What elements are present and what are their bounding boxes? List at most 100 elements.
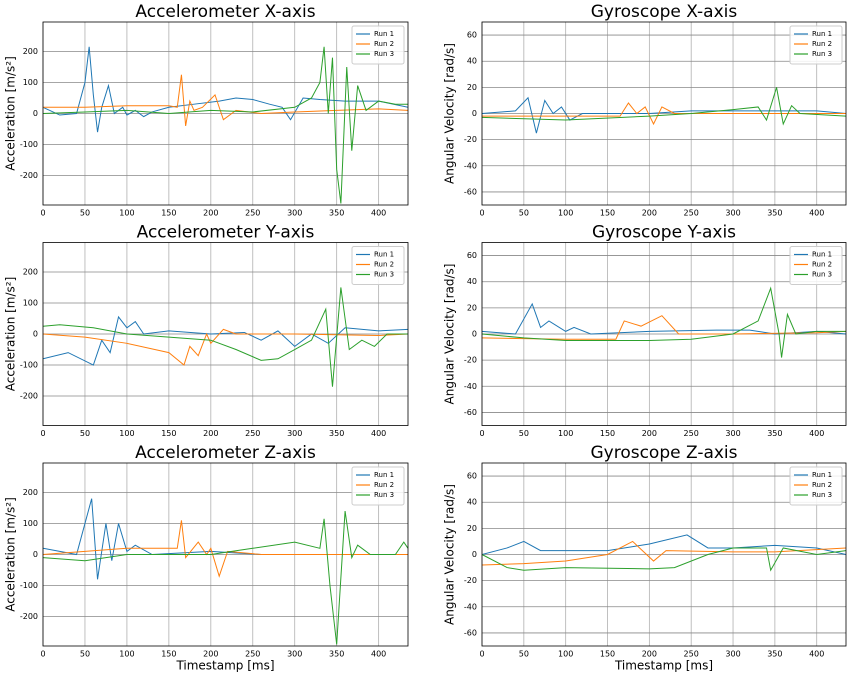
data-line [43,46,408,133]
y-tick-label: 0 [33,109,38,118]
x-tick-label: 400 [809,209,824,218]
x-tick-label: 400 [371,429,386,438]
subplot: 0 50 100 150 200 250 300 350 400 -60 -40 -20 0 20 40 60… [443,223,847,438]
y-tick-label: -60 [464,408,477,417]
y-tick-label: 100 [23,298,38,307]
chart-title: Gyroscope X-axis [591,2,738,22]
x-tick-label: 200 [203,209,218,218]
x-tick-label: 100 [119,650,134,659]
plot-frame [481,242,847,426]
y-tick-label: 40 [467,277,477,286]
legend-label: Run 3 [374,491,394,499]
legend-label: Run 2 [374,481,394,489]
x-tick-label: 200 [642,429,657,438]
x-axis-label: Timestamp [ms] [175,659,274,673]
data-line [482,547,846,572]
x-tick-label: 400 [809,429,824,438]
y-axis-label: Angular Velocity [rad/s] [443,264,457,405]
legend-label: Run 3 [812,50,832,58]
y-tick-label: -200 [20,392,38,401]
legend-label: Run 1 [812,251,832,259]
x-tick-label: 300 [287,650,302,659]
x-tick-label: 50 [80,650,90,659]
subplot: 0 50 100 150 200 250 300 350 400 -60 -40 -20 0 20 40 60… [443,2,847,218]
x-tick-label: 100 [558,429,573,438]
legend-label: Run 1 [374,30,394,38]
y-tick-label: 20 [467,83,477,92]
x-tick-label: 250 [245,429,260,438]
data-line [43,287,408,387]
y-tick-label: 60 [467,251,477,260]
legend-label: Run 1 [812,471,832,479]
x-tick-label: 100 [119,429,134,438]
x-tick-label: 350 [329,650,344,659]
x-tick-label: 300 [287,429,302,438]
x-tick-label: 0 [40,209,45,218]
x-tick-label: 200 [203,650,218,659]
x-tick-label: 250 [245,650,260,659]
y-tick-label: 60 [467,31,477,40]
chart-title: Accelerometer Z-axis [135,443,316,463]
x-tick-label: 0 [479,209,484,218]
chart-title: Gyroscope Z-axis [590,443,737,463]
data-line [43,46,408,204]
legend-label: Run 1 [374,251,394,259]
data-line [482,87,846,126]
plot-frame [42,462,409,647]
x-tick-label: 250 [245,209,260,218]
x-tick-label: 300 [725,429,740,438]
x-tick-label: 200 [642,209,657,218]
legend-label: Run 1 [812,30,832,38]
y-axis-label: Acceleration [m/s²] [4,497,18,612]
data-line [43,328,408,366]
y-tick-label: 100 [23,78,38,87]
data-line [43,315,408,366]
data-line [43,74,408,126]
y-axis-label: Angular Velocity [rad/s] [443,484,457,625]
x-tick-label: 300 [287,209,302,218]
data-line [43,520,408,578]
x-tick-label: 150 [161,209,176,218]
x-tick-label: 200 [642,650,657,659]
chart-title: Accelerometer X-axis [135,2,315,22]
x-tick-label: 150 [600,650,615,659]
x-tick-label: 0 [479,429,484,438]
x-tick-label: 50 [80,209,90,218]
subplot: 0 50 100 150 200 250 300 350 400 -60 -40 -20 0 20 40 60… [443,443,847,673]
legend-label: Run 3 [374,50,394,58]
y-tick-label: -20 [464,135,477,144]
y-tick-label: 0 [472,109,477,118]
x-tick-label: 300 [725,209,740,218]
y-axis-label: Acceleration [m/s²] [4,277,18,392]
legend-label: Run 2 [374,40,394,48]
legend-label: Run 3 [374,271,394,279]
legend-label: Run 3 [812,271,832,279]
x-tick-label: 50 [519,429,529,438]
x-tick-label: 50 [80,429,90,438]
data-line [482,540,846,566]
y-tick-label: 200 [23,267,38,276]
x-tick-label: 100 [119,209,134,218]
legend: Run 1 Run 2 Run 3 [789,246,843,285]
x-tick-label: 400 [809,650,824,659]
x-tick-label: 250 [684,209,699,218]
y-tick-label: -60 [464,628,477,637]
y-tick-label: -20 [464,576,477,585]
chart-title: Gyroscope Y-axis [592,223,736,243]
x-tick-label: 0 [40,650,45,659]
y-tick-label: 20 [467,524,477,533]
x-tick-label: 200 [203,429,218,438]
legend: Run 1 Run 2 Run 3 [351,466,405,506]
subplot: 0 50 100 150 200 250 300 350 400 -200 -100 0 100 200 A… [4,2,409,218]
y-tick-label: 200 [23,488,38,497]
data-line [482,96,846,134]
y-tick-label: -200 [20,171,38,180]
y-tick-label: 20 [467,303,477,312]
chart-title: Accelerometer Y-axis [137,223,315,243]
x-tick-label: 300 [725,650,740,659]
plot-frame [42,242,409,426]
y-tick-label: -100 [20,581,38,590]
y-tick-label: -100 [20,361,38,370]
